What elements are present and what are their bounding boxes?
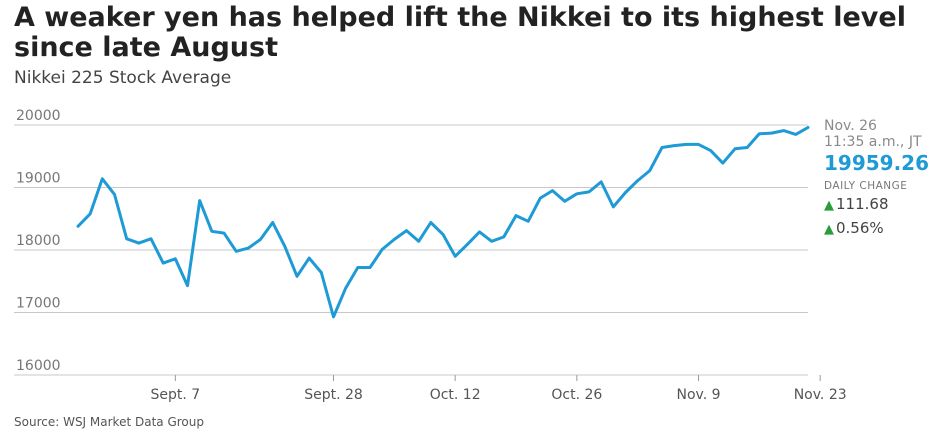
data-point	[101, 177, 104, 180]
data-point	[332, 315, 335, 319]
data-point	[295, 275, 299, 278]
data-point	[149, 237, 153, 240]
data-point	[454, 255, 457, 258]
data-point	[478, 230, 481, 234]
latest-quote-panel: Nov. 26 11:35 a.m., JT 19959.26 DAILY CH…	[824, 118, 939, 241]
data-point	[441, 233, 445, 236]
daily-change-label: DAILY CHANGE	[824, 180, 908, 192]
data-point	[685, 143, 688, 146]
data-point	[186, 284, 189, 287]
y-tick-label: 16000	[16, 358, 61, 374]
data-point	[247, 246, 250, 250]
chart-subtitle: Nikkei 225 Stock Average	[14, 68, 232, 88]
data-point	[137, 241, 140, 245]
x-tick-label: Oct. 26	[551, 387, 602, 403]
data-point	[466, 243, 469, 246]
x-tick-label: Nov. 9	[676, 387, 720, 403]
data-point	[758, 132, 761, 135]
x-tick-label: Oct. 12	[430, 387, 481, 403]
x-tick-label: Sept. 28	[304, 387, 363, 403]
data-point	[429, 221, 432, 224]
y-tick-label: 20000	[16, 108, 61, 124]
y-tick-label: 17000	[16, 296, 61, 312]
data-point	[405, 229, 408, 232]
data-point	[624, 191, 627, 194]
data-point	[76, 225, 80, 228]
line-chart: 20000 19000 18000 17000 16000 Sept. 7 Sept. 28…	[14, 108, 847, 403]
data-point	[612, 205, 615, 209]
data-point	[417, 240, 420, 243]
y-tick-label: 19000	[16, 171, 61, 187]
data-point	[308, 256, 311, 260]
data-point	[660, 146, 664, 149]
data-point	[381, 248, 384, 251]
data-point	[721, 161, 724, 165]
data-point	[514, 214, 518, 217]
data-point	[539, 196, 542, 200]
change-points: ▲ 111.68	[824, 193, 939, 217]
change-percent-value: 0.56%	[836, 219, 884, 237]
data-point	[393, 238, 396, 241]
quote-time: 11:35 a.m., JT	[824, 134, 922, 150]
data-point	[587, 190, 591, 194]
last-value: 19959.26	[824, 151, 930, 175]
change-percent: ▲ 0.56%	[824, 217, 939, 241]
data-point	[320, 271, 323, 274]
data-point	[806, 126, 810, 129]
data-point	[673, 144, 676, 147]
data-point	[648, 169, 651, 172]
data-point	[210, 230, 213, 233]
up-arrow-icon: ▲	[824, 198, 834, 213]
data-point	[259, 238, 262, 241]
data-point	[527, 220, 530, 223]
data-point	[697, 143, 700, 146]
data-point	[733, 147, 737, 150]
x-tick-label: Nov. 23	[794, 387, 847, 403]
data-point	[563, 200, 566, 203]
quote-date: Nov. 26	[824, 118, 877, 134]
data-point	[344, 286, 347, 290]
source-note: Source: WSJ Market Data Group	[14, 415, 204, 429]
data-point	[271, 221, 274, 224]
data-point	[782, 129, 785, 132]
data-point	[113, 193, 116, 196]
data-point	[283, 245, 286, 248]
data-point	[770, 131, 773, 135]
data-point	[709, 149, 712, 152]
data-point	[162, 261, 165, 265]
up-arrow-icon: ▲	[824, 222, 834, 237]
data-point	[502, 235, 505, 239]
data-point	[174, 257, 177, 260]
y-tick-label: 18000	[16, 233, 61, 249]
data-point	[235, 250, 238, 253]
chart-title: A weaker yen has helped lift the Nikkei …	[14, 2, 906, 63]
data-point	[368, 266, 372, 269]
data-point	[198, 199, 201, 202]
data-point	[575, 192, 578, 195]
data-point	[746, 146, 749, 149]
data-point	[89, 212, 92, 215]
data-point	[356, 266, 359, 269]
data-point	[636, 179, 639, 182]
change-points-value: 111.68	[836, 195, 889, 213]
data-point	[490, 240, 493, 243]
data-point	[600, 180, 603, 184]
data-point	[125, 237, 128, 240]
data-point	[222, 231, 226, 235]
series-line	[76, 126, 810, 319]
data-point	[794, 133, 797, 136]
x-tick-label: Sept. 7	[150, 387, 200, 403]
data-point	[551, 189, 554, 192]
